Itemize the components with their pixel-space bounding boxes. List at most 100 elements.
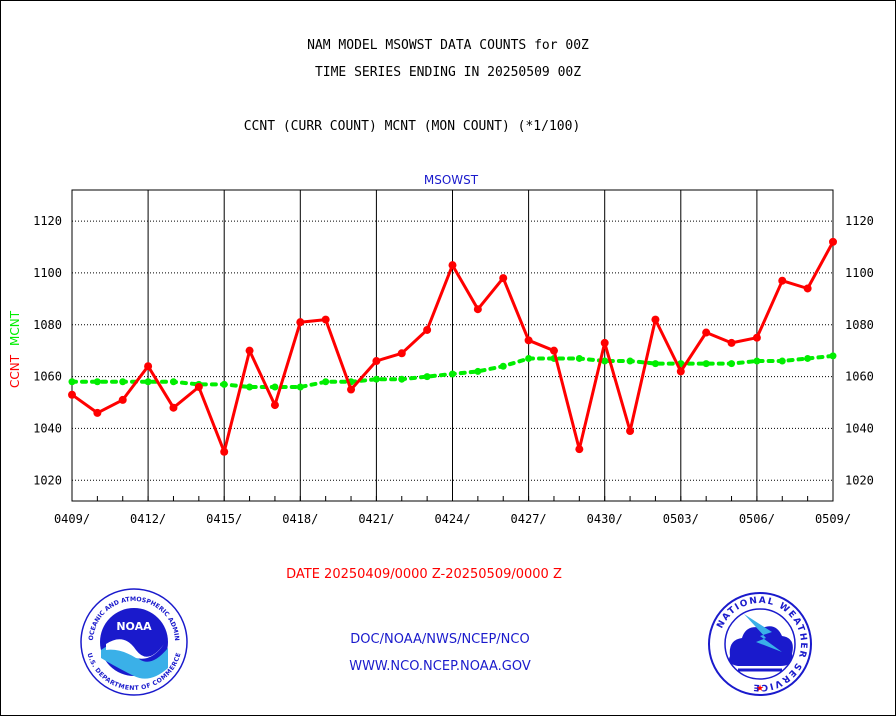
chart-title-line1: NAM MODEL MSOWST DATA COUNTS for 00Z — [307, 38, 589, 53]
y-tick-label-left: 1040 — [33, 421, 62, 435]
mcnt-point — [271, 383, 279, 391]
ccnt-point — [68, 390, 76, 399]
y-tick-label-left: 1080 — [33, 318, 62, 332]
mcnt-point — [372, 375, 380, 383]
mcnt-point — [246, 383, 254, 391]
mcnt-point — [68, 378, 76, 386]
nws-logo: NATIONAL WEATHER SERVICE ★ — [708, 592, 812, 696]
mcnt-point — [778, 357, 786, 365]
y-tick-label-left: 1060 — [33, 370, 62, 384]
y-tick-label-left: 1100 — [33, 266, 62, 280]
x-tick-label: 0418/ — [282, 512, 318, 526]
mcnt-point — [728, 360, 736, 368]
mcnt-point — [702, 360, 710, 368]
noaa-logo: NOAA NATIONAL OCEANIC AND ATMOSPHERIC AD… — [80, 588, 188, 696]
mcnt-point — [169, 378, 177, 386]
y-axis-label: CCNT MCNT — [8, 310, 22, 388]
ccnt-point — [347, 385, 356, 394]
ccnt-point — [321, 315, 330, 324]
x-tick-label: 0415/ — [206, 512, 242, 526]
ccnt-point — [575, 445, 584, 454]
tick-layer: 1020 1020 1040 1040 1060 1060 1080 1080 1100 1100… — [33, 214, 874, 526]
mcnt-point — [525, 354, 533, 362]
y-tick-label-right: 1020 — [845, 473, 874, 487]
ccnt-point — [676, 367, 685, 376]
noaa-center-text: NOAA — [116, 620, 152, 633]
y-axis-label-ccnt: CCNT — [8, 354, 22, 388]
series-layer — [68, 237, 837, 456]
mcnt-point — [398, 375, 406, 383]
ccnt-point — [169, 403, 178, 412]
ccnt-point — [93, 408, 102, 417]
ccnt-point — [778, 276, 787, 285]
ccnt-point — [752, 333, 761, 342]
mcnt-point — [651, 360, 659, 368]
ccnt-point — [448, 261, 457, 270]
x-tick-label: 0430/ — [587, 512, 623, 526]
y-tick-label-left: 1020 — [33, 473, 62, 487]
ccnt-point — [220, 447, 229, 456]
mcnt-point — [220, 380, 228, 388]
y-tick-label-right: 1120 — [845, 214, 874, 228]
mcnt-point — [322, 378, 330, 386]
mcnt-point — [829, 352, 837, 360]
ccnt-point — [296, 318, 305, 327]
ccnt-point — [829, 237, 837, 246]
mcnt-point — [296, 383, 304, 391]
mcnt-point — [753, 357, 761, 365]
series-legend-line: CCNT (CURR COUNT) MCNT (MON COUNT) (*1/1… — [243, 119, 581, 134]
x-tick-label: 0424/ — [434, 512, 470, 526]
mcnt-point — [119, 378, 127, 386]
ccnt-point — [803, 284, 812, 293]
mcnt-point — [449, 370, 456, 378]
mcnt-point — [804, 354, 812, 362]
mcnt-point — [575, 354, 583, 362]
nws-emblem — [729, 614, 793, 672]
ccnt-point — [727, 338, 736, 347]
mcnt-point — [93, 378, 101, 386]
ccnt-point — [245, 346, 254, 355]
x-tick-label: 0503/ — [663, 512, 699, 526]
ccnt-point — [600, 338, 609, 347]
ccnt-point — [499, 274, 508, 283]
y-tick-label-right: 1040 — [845, 421, 874, 435]
mcnt-point — [626, 357, 634, 365]
mcnt-point — [144, 378, 152, 386]
x-tick-label: 0412/ — [130, 512, 166, 526]
chart-title-line2: TIME SERIES ENDING IN 20250509 00Z — [314, 65, 582, 80]
y-axis-label-mcnt: MCNT — [8, 310, 22, 346]
plot-title: MSOWST — [424, 173, 479, 187]
x-tick-label: 0409/ — [54, 512, 90, 526]
y-tick-label-right: 1060 — [845, 370, 874, 384]
x-axis-label: DATE 20250409/0000 Z-20250509/0000 Z — [286, 567, 562, 582]
ccnt-point — [423, 325, 432, 334]
ccnt-point — [549, 346, 558, 355]
ccnt-point — [397, 349, 406, 358]
x-tick-label: 0509/ — [815, 512, 851, 526]
ccnt-point — [473, 305, 482, 314]
mcnt-point — [423, 373, 431, 381]
ccnt-point — [524, 336, 533, 345]
x-tick-label: 0421/ — [358, 512, 394, 526]
nws-star-icon: ★ — [756, 684, 764, 694]
ccnt-point — [702, 328, 711, 337]
mcnt-point — [474, 367, 482, 375]
ccnt-point — [372, 357, 381, 366]
grid-layer — [71, 190, 834, 501]
footer-org-path: DOC/NOAA/NWS/NCEP/NCO — [350, 632, 530, 647]
mcnt-point — [601, 357, 609, 365]
ccnt-point — [651, 315, 660, 324]
ccnt-point — [144, 362, 153, 371]
y-tick-label-left: 1120 — [33, 214, 62, 228]
mcnt-point — [499, 362, 507, 370]
x-tick-label: 0506/ — [739, 512, 775, 526]
ccnt-point — [626, 427, 635, 436]
x-tick-label: 0427/ — [511, 512, 547, 526]
y-tick-label-right: 1100 — [845, 266, 874, 280]
ccnt-point — [194, 382, 203, 391]
footer-website[interactable]: WWW.NCO.NCEP.NOAA.GOV — [349, 659, 531, 674]
y-tick-label-right: 1080 — [845, 318, 874, 332]
ccnt-point — [118, 395, 127, 404]
